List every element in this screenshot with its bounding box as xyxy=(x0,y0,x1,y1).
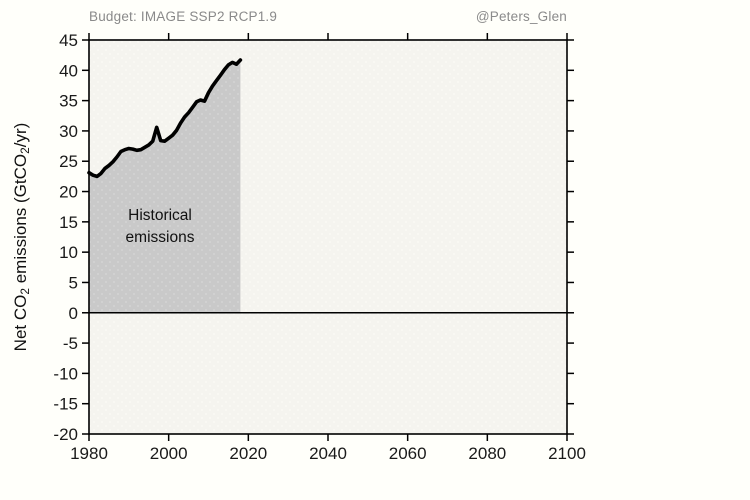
x-tick-label: 2020 xyxy=(229,444,267,463)
watermark-handle: @Peters_Glen xyxy=(475,9,567,24)
y-tick-label: 35 xyxy=(59,92,78,111)
y-tick-label: 30 xyxy=(59,122,78,141)
y-tick-label: -10 xyxy=(53,364,78,383)
y-tick-label: 0 xyxy=(69,304,78,323)
emissions-line-stroke xyxy=(87,58,243,179)
x-tick-label: 1980 xyxy=(70,444,108,463)
chart-subtitle: Budget: IMAGE SSP2 RCP1.9 xyxy=(89,9,278,24)
y-tick-label: 5 xyxy=(69,273,78,292)
x-tick-label: 2040 xyxy=(309,444,347,463)
y-tick-label: -5 xyxy=(63,334,78,353)
y-tick-label: 25 xyxy=(59,152,78,171)
y-tick-label: -15 xyxy=(53,395,78,414)
axis-ticks: 1980 2000 2020 2040 2060 2080 2100-20-15-10-50… xyxy=(53,31,585,463)
x-tick-label: 2100 xyxy=(548,444,586,463)
y-tick-label: 45 xyxy=(59,31,78,50)
y-tick-label: -20 xyxy=(53,425,78,444)
x-tick-label: 2080 xyxy=(468,444,506,463)
historical-emissions-label-line2: emissions xyxy=(125,229,195,246)
x-tick-label: 2060 xyxy=(389,444,427,463)
x-tick-label: 2000 xyxy=(150,444,188,463)
historical-emissions-label-line1: Historical xyxy=(128,207,192,224)
y-tick-label: 40 xyxy=(59,61,78,80)
emissions-line xyxy=(87,58,243,179)
area-fill xyxy=(89,60,241,313)
y-tick-label: 20 xyxy=(59,183,78,202)
y-tick-label: 10 xyxy=(59,243,78,262)
y-tick-label: 15 xyxy=(59,213,78,232)
historical-emissions-label: Historical emissions xyxy=(104,205,216,249)
historical-emissions-area xyxy=(89,60,241,313)
